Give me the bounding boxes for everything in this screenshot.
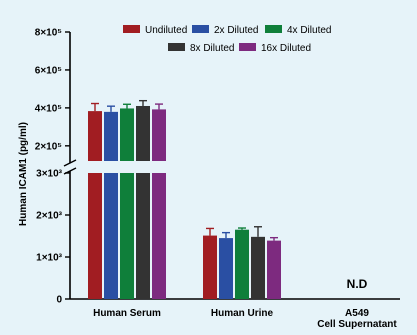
annotation-nd: N.D	[347, 277, 368, 291]
y-axis-label: Human ICAM1 (pg/ml)	[18, 122, 29, 226]
y-tick-label: 1×10³	[36, 253, 63, 264]
y-tick-label: 4×10⁵	[35, 103, 63, 114]
y-tick-label: 3×10³	[36, 169, 63, 180]
bar	[219, 238, 233, 299]
axis-break-mark	[63, 159, 77, 167]
bar	[203, 235, 217, 299]
bar	[152, 109, 166, 161]
bar	[235, 229, 249, 299]
bar	[104, 173, 118, 299]
bar	[267, 240, 281, 299]
bar	[136, 173, 150, 299]
bar	[152, 173, 166, 299]
bar	[120, 173, 134, 299]
bar	[136, 105, 150, 161]
legend-swatch	[239, 43, 256, 51]
y-tick-label: 6×10⁵	[35, 65, 63, 76]
legend-label: 2x Diluted	[214, 25, 258, 36]
x-tick-label: A549	[345, 308, 369, 319]
legend-swatch	[265, 25, 282, 33]
y-tick-label: 8×10⁵	[35, 28, 63, 39]
legend-swatch	[192, 25, 209, 33]
bar	[104, 111, 118, 161]
y-tick-label: 0	[56, 295, 62, 306]
y-tick-label: 2×10³	[36, 211, 63, 222]
legend-swatch	[168, 43, 185, 51]
x-tick-label: Human Urine	[211, 308, 274, 319]
bar	[88, 173, 102, 299]
y-tick-label: 2×10⁵	[35, 141, 63, 152]
legend-label: Undiluted	[145, 25, 187, 36]
legend: Undiluted 2x Diluted 4x Diluted 8x Diluted 1…	[123, 25, 331, 54]
legend-label: 8x Diluted	[190, 43, 234, 54]
legend-swatch	[123, 25, 140, 33]
bar	[88, 111, 102, 161]
x-tick-label: Human Serum	[93, 308, 161, 319]
x-tick-label: Cell Supernatant	[317, 319, 397, 330]
bar	[120, 108, 134, 161]
bar	[251, 236, 265, 299]
legend-label: 4x Diluted	[287, 25, 331, 36]
legend-label: 16x Diluted	[261, 43, 311, 54]
bars: N.D	[88, 99, 368, 299]
